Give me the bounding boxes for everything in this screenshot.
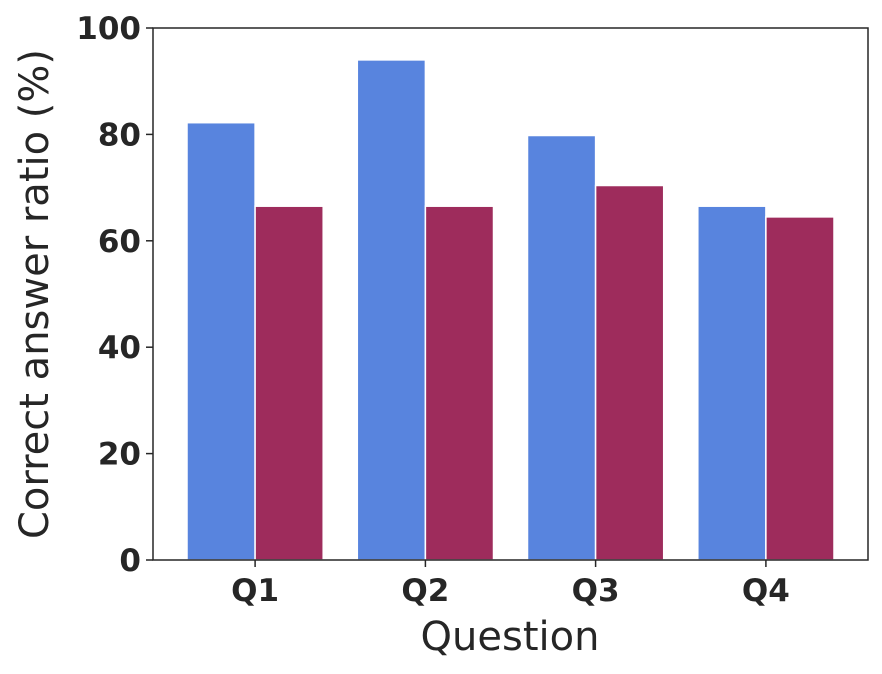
bar-q4-series-2: [765, 216, 835, 561]
y-tick-label: 80: [98, 117, 141, 153]
x-tick-label-q3: Q3: [572, 573, 620, 609]
x-tick-label-q1: Q1: [231, 573, 279, 609]
x-axis-title: Question: [421, 614, 600, 660]
bar-q3-series-1: [526, 134, 597, 561]
x-axis-ticks: Q1 Q2 Q3 Q4: [231, 560, 790, 609]
bar-q2-series-2: [424, 205, 495, 561]
y-tick-label: 60: [98, 224, 141, 260]
y-axis-title: Correct answer ratio (%): [12, 49, 58, 539]
bar-q1-series-2: [254, 205, 324, 561]
y-tick-label: 20: [98, 437, 141, 473]
x-tick-label-q4: Q4: [742, 573, 790, 609]
y-tick-label: 0: [119, 543, 141, 579]
y-tick-label: 40: [98, 330, 141, 366]
y-axis-ticks: 0 20 40 60 80 100: [76, 11, 153, 579]
bar-q4-series-1: [697, 205, 767, 561]
bar-q2-series-1: [356, 59, 427, 561]
plot-frame: [152, 27, 869, 561]
bars-layer: [186, 59, 835, 561]
y-tick-label: 100: [76, 11, 141, 47]
x-tick-label-q2: Q2: [401, 573, 449, 609]
bar-q3-series-2: [594, 184, 665, 561]
bar-q1-series-1: [186, 121, 256, 561]
